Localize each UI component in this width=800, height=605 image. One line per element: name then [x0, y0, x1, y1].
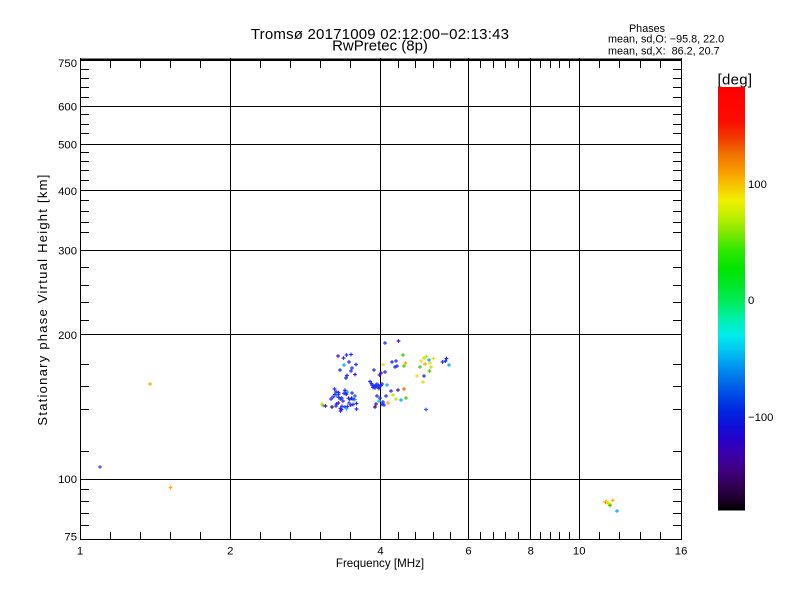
- svg-text:16: 16: [675, 546, 688, 558]
- svg-text:75: 75: [64, 532, 77, 544]
- svg-text:100: 100: [748, 179, 767, 191]
- svg-text:Phases: Phases: [629, 23, 666, 35]
- svg-text:500: 500: [58, 139, 77, 151]
- svg-text:RwPretec (8p): RwPretec (8p): [332, 38, 428, 55]
- svg-text:mean, sd,O: −95.8, 22.0: mean, sd,O: −95.8, 22.0: [608, 34, 724, 46]
- svg-text:6: 6: [465, 546, 471, 558]
- svg-text:300: 300: [58, 246, 77, 258]
- svg-text:2: 2: [227, 546, 233, 558]
- svg-text:0: 0: [748, 295, 754, 307]
- svg-text:100: 100: [58, 474, 77, 486]
- svg-text:8: 8: [528, 546, 534, 558]
- svg-text:200: 200: [58, 330, 77, 342]
- svg-text:750: 750: [58, 58, 77, 70]
- svg-text:400: 400: [58, 186, 77, 198]
- svg-text:Frequency [MHz]: Frequency [MHz]: [336, 557, 424, 570]
- svg-text:1: 1: [77, 546, 83, 558]
- svg-text:mean, sd,X: 86.2, 20.7: mean, sd,X: 86.2, 20.7: [608, 46, 720, 58]
- svg-text:4: 4: [377, 546, 383, 558]
- svg-text:Tromsø 20171009 02:12:00−02:13: Tromsø 20171009 02:12:00−02:13:43: [251, 26, 509, 43]
- svg-text:[deg]: [deg]: [718, 72, 753, 89]
- svg-text:600: 600: [58, 101, 77, 113]
- svg-text:−100: −100: [748, 412, 773, 424]
- svg-text:Stationary phase Virtual Heigh: Stationary phase Virtual Height [km]: [35, 173, 50, 425]
- svg-text:10: 10: [573, 546, 586, 558]
